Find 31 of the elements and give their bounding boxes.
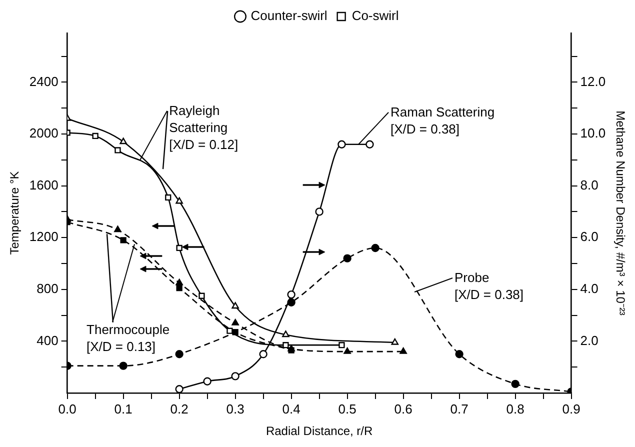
y-tick-label: 2000 (29, 126, 58, 141)
annotation: Probe [X/D = 0.38] (454, 270, 524, 302)
legend-label: Counter-swirl (250, 8, 328, 24)
x-tick-label: 0.5 (338, 401, 356, 416)
y-tick-label: 400 (36, 332, 58, 348)
x-tick-label: 0.0 (58, 401, 76, 416)
legend-label: Co-swirl (352, 8, 399, 24)
y2-tick-label: 6.0 (580, 229, 598, 244)
x-tick-label: 0.3 (226, 401, 244, 416)
y2-tick-label: 4.0 (580, 280, 598, 296)
x-tick-label: 0.9 (562, 401, 580, 416)
x-tick-label: 0.7 (450, 401, 468, 416)
y-tick-label: 1600 (29, 177, 58, 192)
x-tick-label: 0.6 (394, 401, 412, 416)
x-tick-label: 0.8 (506, 401, 524, 416)
y2-tick-label: 8.0 (580, 177, 598, 192)
x-tick-label: 0.4 (282, 401, 300, 416)
annotation: Thermocouple [X/D = 0.13] (86, 322, 170, 354)
annotation: Rayleigh Scattering [X/D = 0.12] (169, 102, 238, 152)
y2-tick-label: 10.0 (580, 126, 606, 141)
y-axis-title: Temperature °K (8, 171, 22, 255)
y-tick-label: 1200 (29, 229, 58, 244)
x-axis-title: Radial Distance, r/R (266, 424, 373, 438)
y-tick-label: 800 (36, 280, 58, 296)
y2-tick-label: 2.0 (580, 332, 598, 348)
y2-axis-title: Methane Number Density, #/m³ × 10⁻²³ (613, 110, 628, 316)
x-tick-label: 0.1 (114, 401, 132, 416)
x-tick-label: 0.2 (170, 401, 188, 416)
annotation: Raman Scattering [X/D = 0.38] (390, 104, 495, 136)
y-tick-label: 2400 (29, 74, 58, 89)
y2-tick-label: 12.0 (580, 74, 606, 89)
